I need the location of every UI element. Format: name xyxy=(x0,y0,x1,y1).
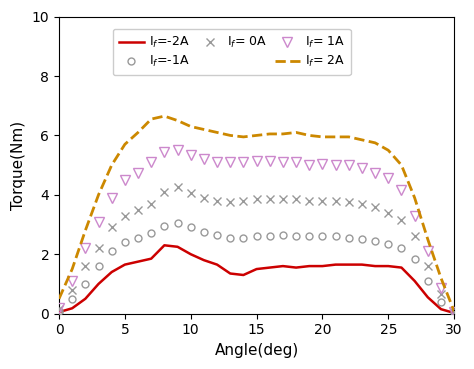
Legend: I$_f$=-2A, I$_f$=-1A, I$_f$= 0A, , I$_f$= 1A, I$_f$= 2A: I$_f$=-2A, I$_f$=-1A, I$_f$= 0A, , I$_f$… xyxy=(113,29,351,75)
Y-axis label: Torque(Nm): Torque(Nm) xyxy=(11,121,26,210)
X-axis label: Angle(deg): Angle(deg) xyxy=(214,343,299,358)
